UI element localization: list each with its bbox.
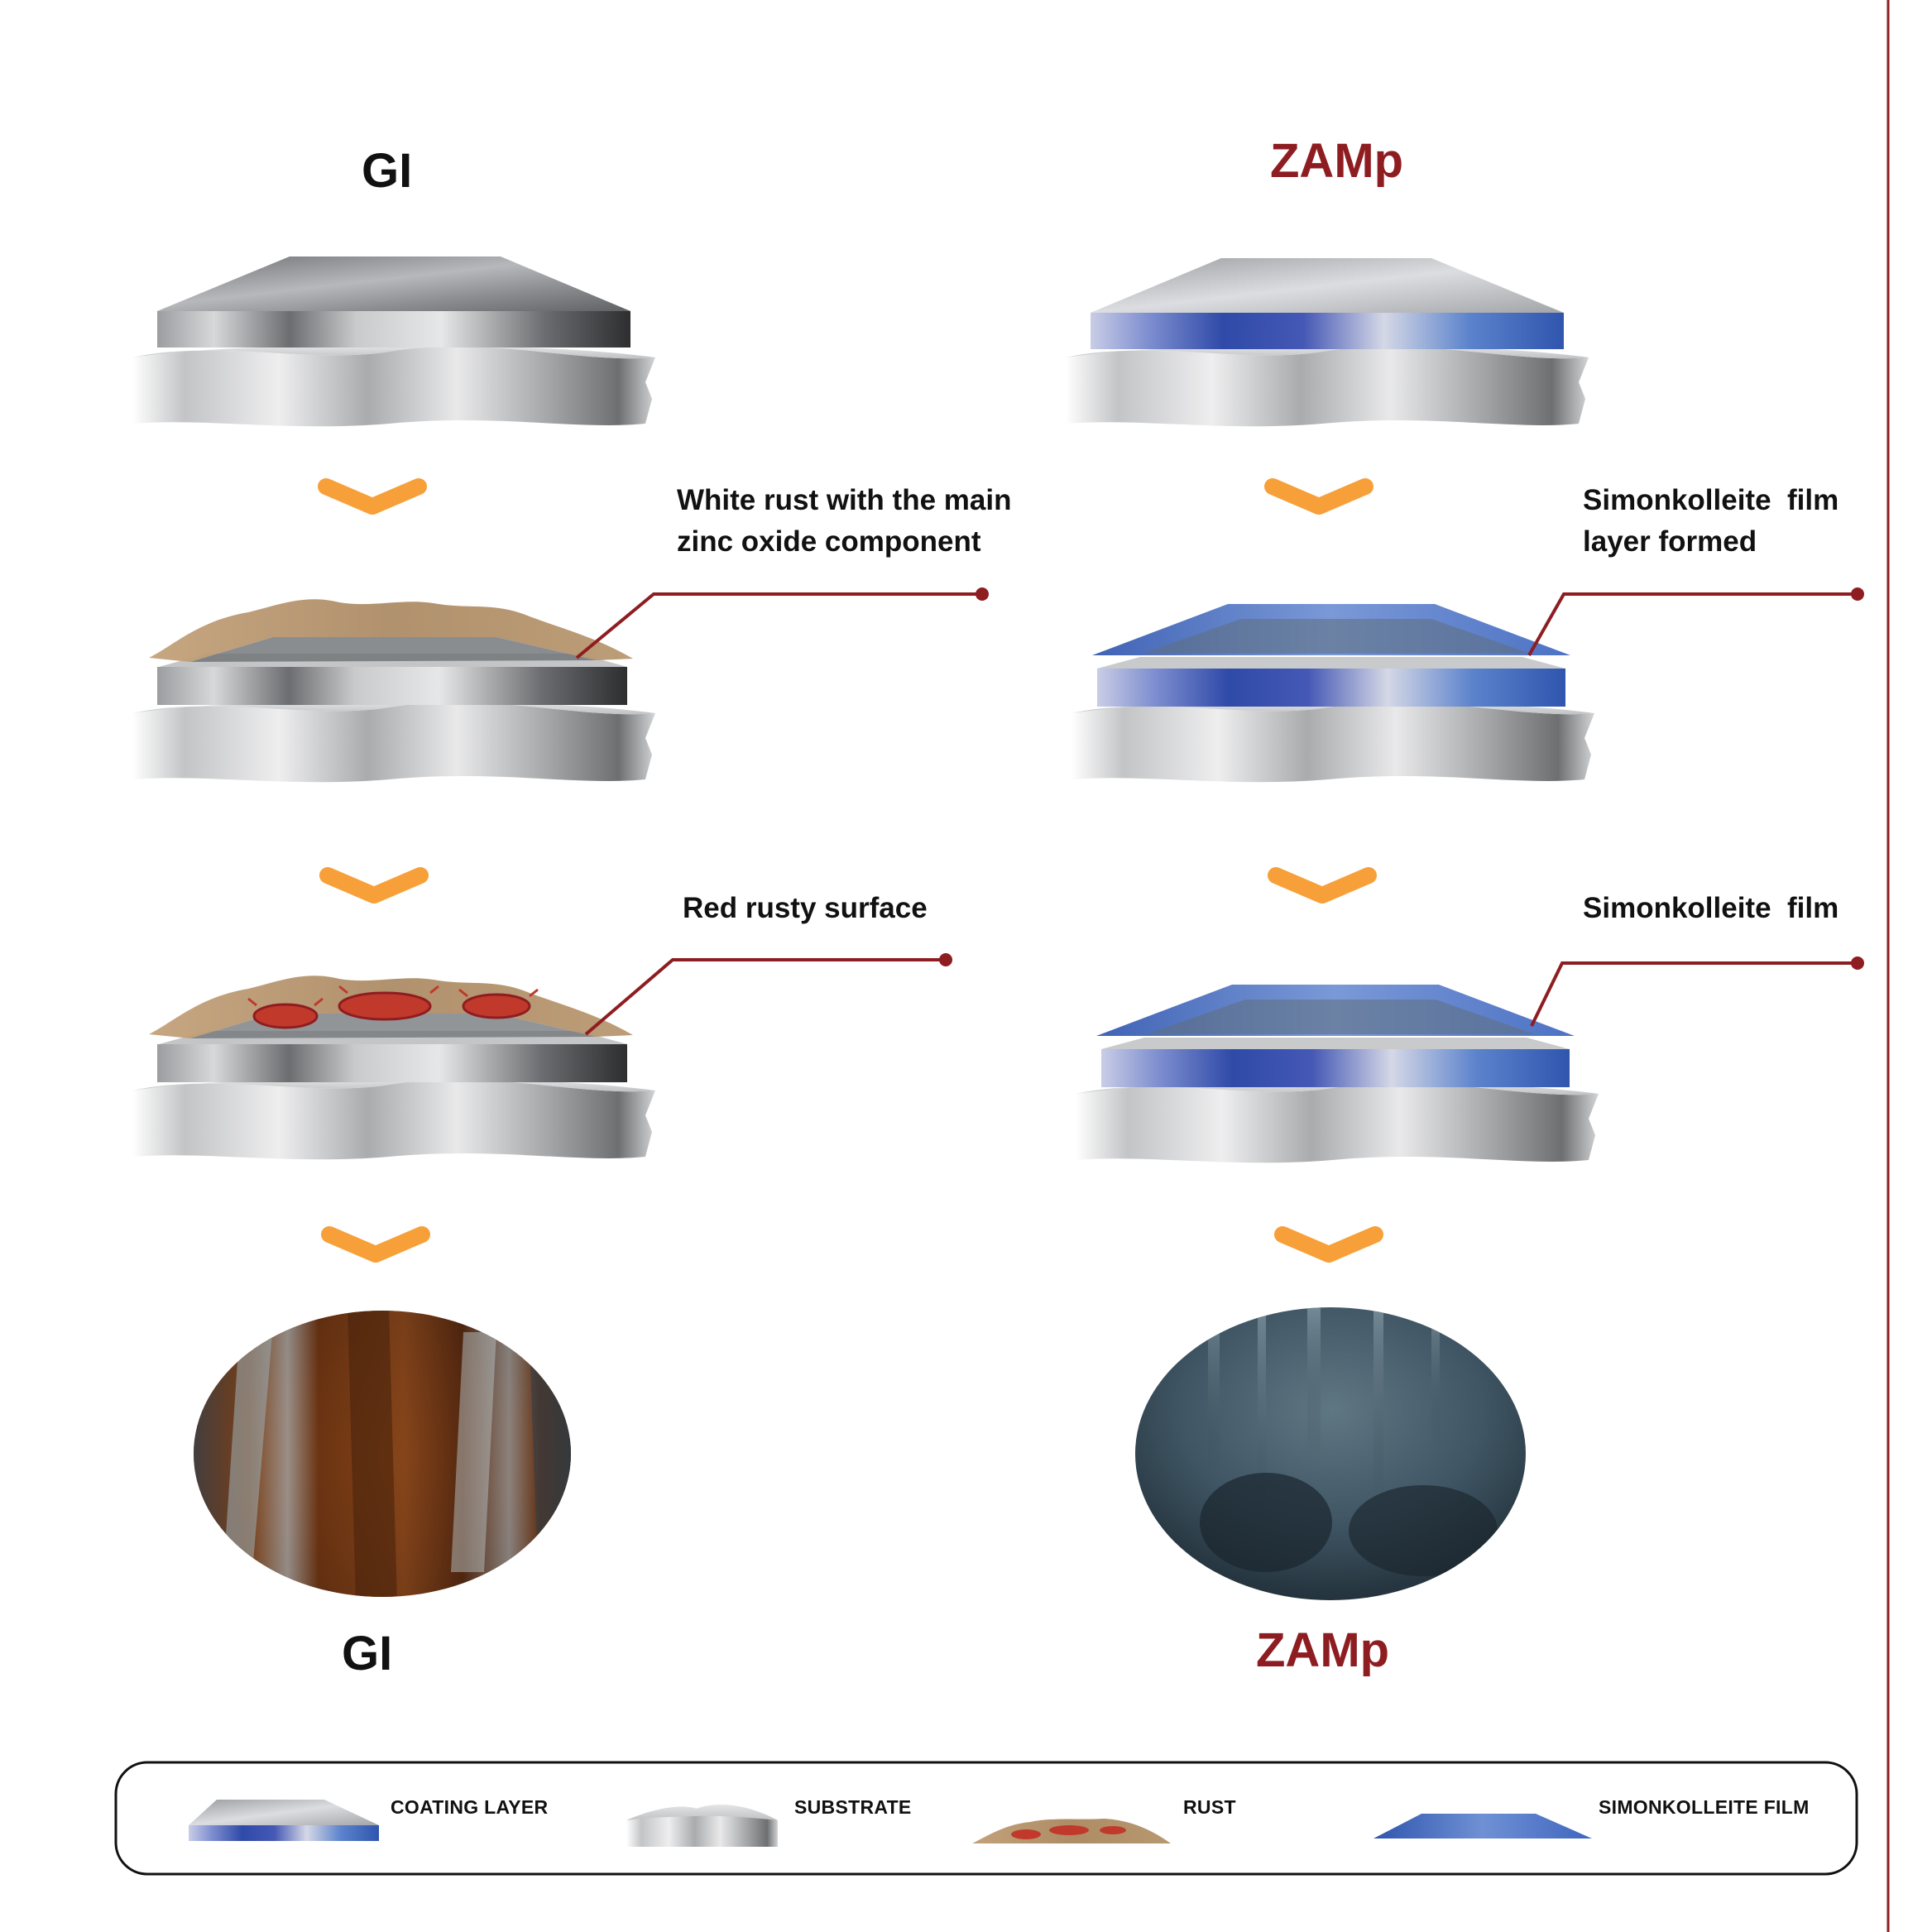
callout-dots — [939, 587, 1864, 970]
legend-label-coating: COATING LAYER — [391, 1796, 549, 1818]
callout-red-rust: Red rusty surface — [683, 892, 928, 924]
gi-stack-2 — [132, 599, 655, 783]
zamp-title-bottom: ZAMp — [1256, 1623, 1390, 1677]
zamp-stack-3 — [1076, 985, 1599, 1163]
chevron-down-icon — [318, 478, 427, 515]
callout-film-formed: Simonkolleite film layer formed — [1583, 484, 1839, 558]
chevron-down-icon — [1274, 1226, 1383, 1263]
zamp-photo — [1135, 1307, 1526, 1600]
callout-leaders — [575, 592, 1858, 1036]
gi-title-top: GI — [362, 144, 413, 198]
gi-title-bottom: GI — [342, 1627, 393, 1680]
zamp-stack-1 — [1066, 258, 1589, 427]
legend-label-substrate: SUBSTRATE — [794, 1796, 912, 1818]
gi-substrate-1 — [132, 346, 655, 427]
gi-white-rust-layer — [149, 599, 633, 662]
gi-coating-top-1 — [157, 256, 630, 311]
legend-rust-swatch — [972, 1819, 1171, 1843]
chevron-down-icon — [321, 1226, 430, 1263]
legend-label-rust: RUST — [1183, 1796, 1236, 1818]
callout-film: Simonkolleite film — [1583, 892, 1839, 924]
zamp-coating-top-1 — [1091, 258, 1564, 313]
callout-white-rust: White rust with the main zinc oxide comp… — [677, 484, 1012, 558]
chevron-down-icon — [319, 867, 429, 904]
legend-label-film: SIMONKOLLEITE FILM — [1599, 1796, 1810, 1818]
gi-rust-photo — [194, 1311, 571, 1597]
gi-coating-front-1 — [157, 311, 630, 348]
gi-red-rust-spots — [252, 991, 531, 1029]
legend-box — [114, 1761, 1858, 1876]
chevron-down-icon — [1268, 867, 1377, 904]
zamp-title-top: ZAMp — [1270, 134, 1404, 188]
legend-film-swatch — [1373, 1814, 1592, 1839]
legend-coating-swatch — [189, 1800, 379, 1841]
arrow-icons — [318, 478, 1383, 1263]
zamp-coating-front-1 — [1091, 313, 1564, 349]
zamp-stack-2 — [1071, 604, 1594, 783]
chevron-down-icon — [1264, 478, 1373, 515]
gi-stack-3 — [132, 976, 655, 1160]
legend-substrate-swatch — [626, 1805, 778, 1847]
gi-stack-1 — [132, 256, 655, 427]
